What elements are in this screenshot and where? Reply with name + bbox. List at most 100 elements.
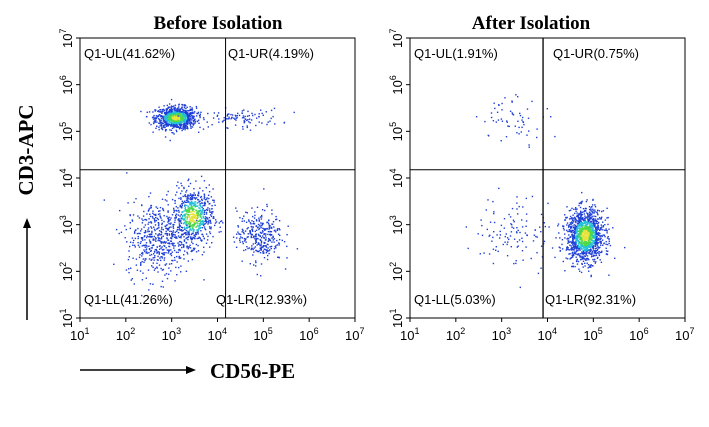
data-point [578,222,580,224]
data-point [173,247,175,249]
data-point [584,217,586,220]
data-point [594,250,596,252]
data-point [254,230,256,233]
data-point [154,109,156,111]
data-point [574,212,576,215]
data-point [588,252,591,254]
data-point [191,206,194,208]
data-point [266,205,268,208]
data-point [169,123,171,126]
data-point [172,223,174,226]
data-point [268,219,270,222]
data-point [587,222,590,224]
data-point [593,234,595,236]
data-point [205,228,207,231]
data-point [184,128,186,131]
data-point [152,116,155,118]
data-point [168,123,170,126]
data-point [506,237,509,239]
data-point [171,108,173,111]
data-point [161,257,164,259]
data-point [192,194,194,196]
data-point [141,294,143,297]
data-point [261,209,264,211]
data-point [521,219,523,221]
data-point [173,126,175,129]
data-point [241,117,244,119]
data-point [162,108,165,111]
data-point [526,108,529,110]
data-point [193,221,195,223]
data-point [586,255,589,257]
data-point [501,109,503,111]
data-point [594,251,596,253]
data-point [191,196,193,198]
data-point [575,218,577,221]
data-point [575,232,577,234]
data-point [235,115,237,117]
data-point [591,237,593,239]
data-point [263,252,265,254]
data-point [261,232,263,234]
data-point [568,234,570,236]
data-point [585,221,587,223]
data-point [258,243,260,245]
data-point [164,130,167,132]
data-point [589,242,592,244]
data-point [257,238,259,240]
data-point [156,249,158,252]
data-point [183,258,185,260]
data-point [599,227,602,229]
data-point [143,231,146,234]
data-point [590,213,592,216]
data-point [574,247,576,249]
data-point [569,225,571,228]
data-point [174,104,177,106]
data-point [188,195,190,197]
data-point [174,202,176,204]
data-point [273,226,275,228]
data-point [189,207,191,209]
data-point [594,255,596,257]
data-point [187,116,189,118]
data-point [585,224,587,226]
data-point [189,193,192,195]
data-point [276,228,279,230]
data-point [530,257,532,260]
data-point [190,220,193,223]
data-point [162,228,164,231]
data-point [159,109,161,111]
data-point [141,222,144,224]
data-point [184,126,186,128]
data-point [167,229,169,231]
data-point [162,208,164,211]
data-point [184,208,187,211]
data-point [194,216,197,219]
data-point [235,117,237,119]
data-point [194,214,196,216]
data-point [596,223,599,225]
data-point [186,245,188,247]
data-point [261,235,264,237]
data-point [573,252,576,255]
data-point [220,230,222,233]
data-point [169,112,171,115]
data-point [590,224,592,226]
data-point [578,217,581,220]
data-point [195,232,197,234]
data-point [210,196,213,198]
data-point [255,235,257,238]
data-point [513,238,516,240]
data-point [197,229,199,231]
data-point [174,114,176,116]
data-point [182,202,184,204]
data-point [195,213,198,216]
data-point [586,257,588,260]
data-point [239,239,241,241]
data-point [582,257,585,259]
data-point [159,240,161,242]
data-point [174,237,177,239]
data-point [181,230,183,232]
data-point [166,277,169,280]
data-point [190,228,192,230]
